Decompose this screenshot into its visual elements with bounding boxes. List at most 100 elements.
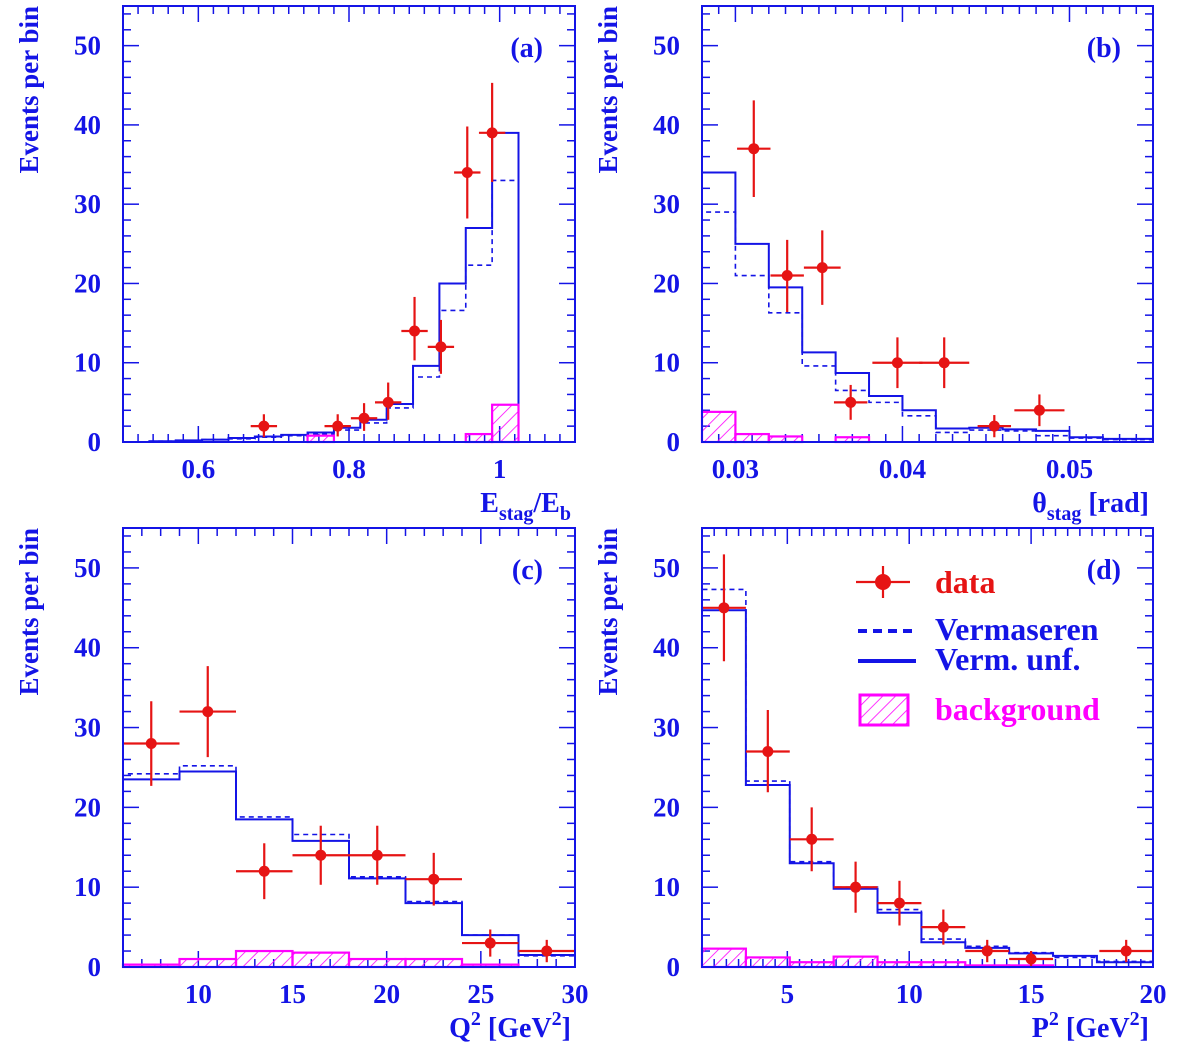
data-point bbox=[401, 296, 428, 361]
data-point-marker bbox=[486, 127, 498, 139]
x-tick-label: 0.6 bbox=[181, 454, 215, 484]
y-tick-label: 0 bbox=[88, 952, 102, 982]
data-point-marker bbox=[938, 357, 950, 369]
y-tick-label: 20 bbox=[653, 792, 680, 822]
legend-data-label: data bbox=[935, 564, 995, 600]
plot-frame bbox=[701, 527, 1154, 968]
data-point-marker bbox=[315, 849, 327, 861]
panel-c: 10 15 20 25 30 0 10 20 30 40 50 Events per bin (c) Q2… bbox=[14, 527, 589, 1044]
data-point bbox=[965, 939, 1010, 963]
data-point bbox=[919, 337, 970, 389]
y-tick-label: 20 bbox=[653, 268, 680, 298]
panel-tag: (b) bbox=[1087, 33, 1121, 64]
vermaseren-histogram bbox=[701, 211, 1154, 442]
data-points bbox=[702, 554, 1153, 967]
verm-unf-histogram bbox=[122, 770, 576, 967]
y-axis-label: Events per bin bbox=[14, 528, 44, 696]
data-point-marker bbox=[145, 738, 157, 750]
data-point bbox=[250, 414, 278, 438]
data-point bbox=[872, 337, 923, 389]
y-tick-label: 40 bbox=[74, 633, 101, 663]
y-axis-label: Events per bin bbox=[14, 6, 44, 174]
x-tick-label: 15 bbox=[1018, 979, 1045, 1009]
data-point bbox=[921, 909, 966, 945]
x-tick-label: 20 bbox=[373, 979, 400, 1009]
panel-tag: (a) bbox=[510, 33, 543, 64]
data-point bbox=[745, 709, 790, 793]
data-point-marker bbox=[806, 833, 818, 845]
x-tick-label: 0.8 bbox=[332, 454, 366, 484]
y-tick-label: 30 bbox=[653, 713, 680, 743]
data-point bbox=[1014, 394, 1065, 427]
data-point-marker bbox=[358, 412, 370, 424]
x-tick-label: 30 bbox=[562, 979, 589, 1009]
data-point bbox=[833, 861, 878, 913]
data-point bbox=[702, 554, 746, 662]
data-point-marker bbox=[461, 166, 473, 178]
background-bar bbox=[491, 403, 520, 444]
data-point-marker bbox=[258, 865, 270, 877]
y-axis-label: Events per bin bbox=[593, 6, 623, 174]
x-tick-label: 5 bbox=[781, 979, 795, 1009]
panel-b: 0.03 0.04 0.05 0 10 20 30 40 50 Events per bin (b)… bbox=[593, 5, 1154, 525]
x-tick-label: 15 bbox=[279, 979, 306, 1009]
data-point-marker bbox=[893, 897, 905, 909]
panel-d: 5 10 15 20 0 10 20 30 40 50 Events per bin (d) P2 [G… bbox=[593, 527, 1167, 1044]
background-bar bbox=[404, 957, 464, 969]
data-point bbox=[236, 843, 293, 900]
data-point-marker bbox=[382, 396, 394, 408]
x-tick-label: 0.03 bbox=[712, 454, 759, 484]
data-point bbox=[179, 666, 236, 758]
data-point-marker bbox=[891, 357, 903, 369]
data-points bbox=[737, 100, 1065, 438]
data-point bbox=[737, 100, 771, 198]
data-point bbox=[1099, 939, 1153, 963]
data-point-marker bbox=[1120, 945, 1132, 957]
y-tick-label: 0 bbox=[88, 427, 102, 457]
data-point-marker bbox=[937, 921, 949, 933]
y-tick-label: 40 bbox=[74, 110, 101, 140]
data-point-marker bbox=[781, 270, 793, 282]
background-histogram bbox=[700, 410, 871, 444]
legend-data-marker bbox=[875, 574, 891, 590]
data-point bbox=[770, 239, 804, 312]
background-bar bbox=[234, 949, 294, 969]
y-tick-label: 0 bbox=[667, 952, 681, 982]
data-point bbox=[518, 939, 575, 963]
legend-background-label: background bbox=[935, 691, 1100, 727]
data-point bbox=[803, 230, 841, 305]
data-point-marker bbox=[541, 945, 553, 957]
y-tick-label: 10 bbox=[74, 872, 101, 902]
background-bar bbox=[291, 951, 351, 969]
data-point-marker bbox=[850, 881, 862, 893]
data-point-marker bbox=[1033, 404, 1045, 416]
x-tick-label: 20 bbox=[1140, 979, 1167, 1009]
y-tick-label: 50 bbox=[653, 31, 680, 61]
data-point bbox=[292, 825, 349, 885]
x-axis-label: θstag [rad] bbox=[1032, 488, 1149, 525]
data-point-marker bbox=[484, 937, 496, 949]
verm-unf-histogram bbox=[123, 131, 575, 443]
data-point-marker bbox=[409, 325, 421, 337]
y-tick-label: 20 bbox=[74, 792, 101, 822]
data-point bbox=[877, 880, 922, 926]
plot-frame bbox=[122, 527, 576, 968]
y-tick-label: 10 bbox=[653, 872, 680, 902]
background-bar bbox=[464, 432, 494, 444]
verm-unf-histogram bbox=[701, 609, 1154, 967]
data-point-marker bbox=[1025, 953, 1037, 965]
background-bar bbox=[347, 957, 407, 969]
data-point-marker bbox=[332, 420, 344, 432]
data-point bbox=[789, 807, 834, 872]
data-point-marker bbox=[816, 262, 828, 274]
data-point bbox=[454, 126, 481, 219]
background-bar bbox=[734, 432, 770, 444]
data-point bbox=[374, 382, 402, 420]
y-tick-label: 10 bbox=[74, 348, 101, 378]
data-point bbox=[350, 403, 378, 431]
data-point-marker bbox=[748, 143, 760, 155]
y-tick-label: 30 bbox=[653, 189, 680, 219]
y-tick-label: 30 bbox=[74, 189, 101, 219]
